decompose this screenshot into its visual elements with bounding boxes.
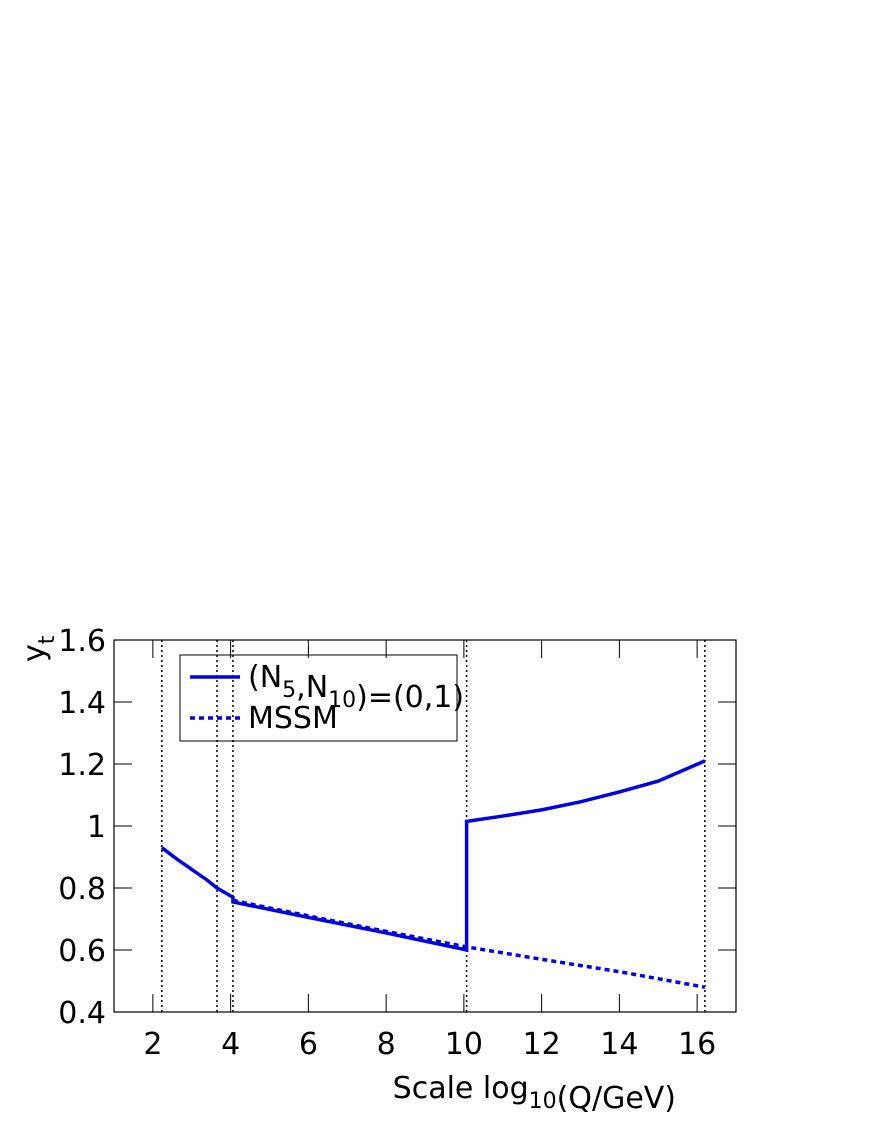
x-tick-label: 8 <box>377 1027 396 1062</box>
y-tick-label: 1.2 <box>58 748 106 783</box>
y-tick-label: 0.8 <box>58 872 106 907</box>
x-tick-label: 12 <box>523 1027 561 1062</box>
x-tick-label: 6 <box>299 1027 318 1062</box>
series-line <box>232 898 706 989</box>
x-tick-label: 10 <box>445 1027 483 1062</box>
legend-box <box>179 654 458 742</box>
y-tick-label: 0.6 <box>58 934 106 969</box>
x-axis-label: Scale log10(Q/GeV) <box>393 1071 676 1116</box>
y-tick-label: 0.4 <box>58 996 106 1031</box>
series-line <box>160 759 706 953</box>
legend-label: (N5,N10)=(0,1) <box>248 660 464 715</box>
x-tick-label: 14 <box>600 1027 638 1062</box>
x-tick-label: 16 <box>678 1027 716 1062</box>
y-tick-label: 1.6 <box>58 624 106 659</box>
legend-label: MSSM <box>248 701 338 736</box>
x-tick-label: 4 <box>221 1027 240 1062</box>
x-tick-label: 2 <box>143 1027 162 1062</box>
y-axis-label: yt <box>17 635 60 662</box>
y-tick-label: 1.4 <box>58 686 106 721</box>
y-tick-label: 1 <box>87 810 106 845</box>
